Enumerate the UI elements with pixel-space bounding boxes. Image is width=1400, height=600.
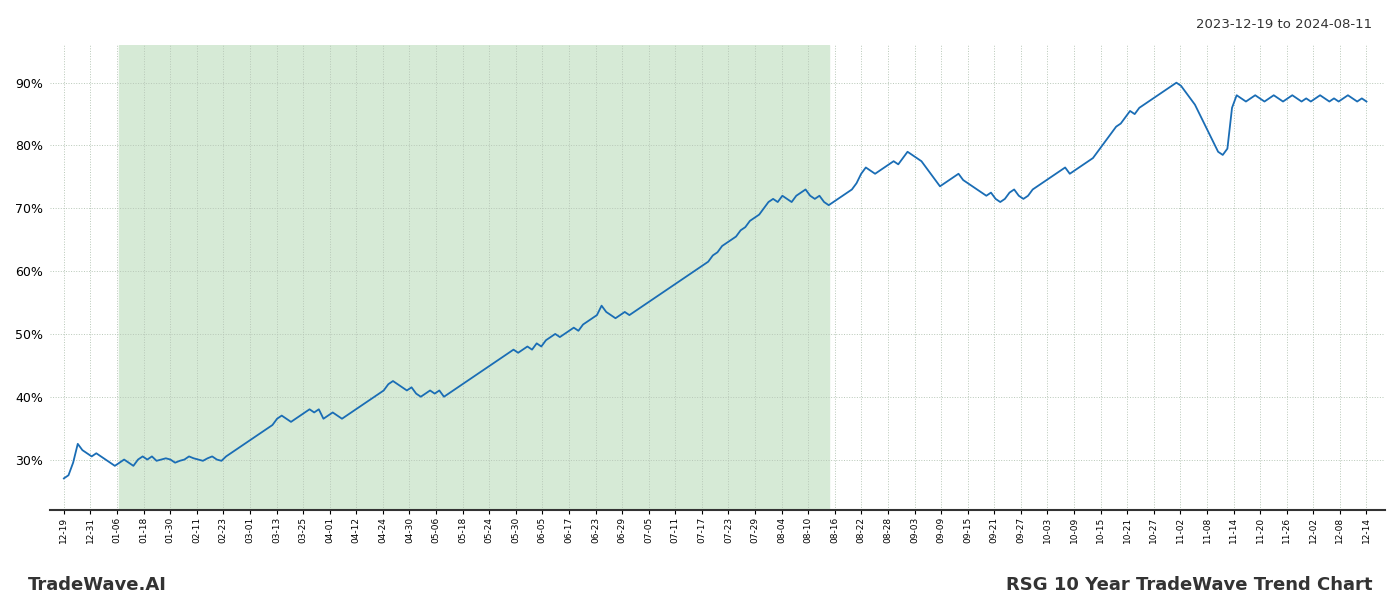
- Bar: [119, 45, 829, 510]
- Text: 2023-12-19 to 2024-08-11: 2023-12-19 to 2024-08-11: [1196, 18, 1372, 31]
- Text: RSG 10 Year TradeWave Trend Chart: RSG 10 Year TradeWave Trend Chart: [1005, 576, 1372, 594]
- Text: TradeWave.AI: TradeWave.AI: [28, 576, 167, 594]
